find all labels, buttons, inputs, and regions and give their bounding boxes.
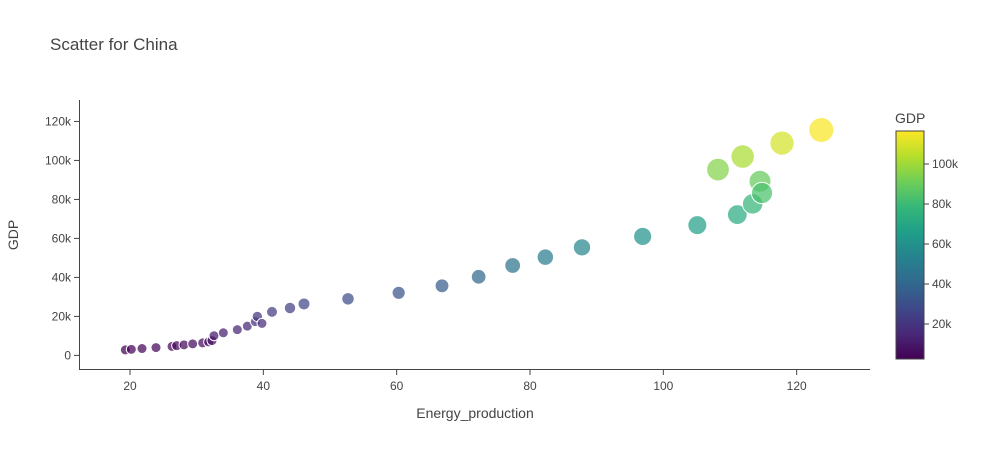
y-tick-label: 60k xyxy=(52,231,72,245)
x-axis-title: Energy_production xyxy=(416,405,534,421)
data-point xyxy=(232,325,242,335)
y-tick-label: 40k xyxy=(52,270,72,284)
data-point xyxy=(634,227,652,245)
data-point xyxy=(707,158,730,181)
y-tick-label: 0 xyxy=(64,348,71,362)
data-point xyxy=(151,343,161,353)
data-point xyxy=(257,318,267,328)
x-tick-label: 60 xyxy=(390,379,404,393)
colorbar xyxy=(896,131,924,359)
data-point xyxy=(218,328,228,338)
x-tick-label: 80 xyxy=(523,379,537,393)
data-point xyxy=(209,331,219,341)
x-tick-label: 20 xyxy=(123,379,137,393)
y-tick-label: 80k xyxy=(52,192,72,206)
data-point xyxy=(298,298,310,310)
x-tick-label: 100 xyxy=(653,379,673,393)
data-point xyxy=(537,249,554,266)
data-point xyxy=(688,216,707,235)
colorbar-tick-label: 60k xyxy=(932,237,952,251)
data-point xyxy=(392,286,405,299)
data-point xyxy=(573,239,590,256)
x-tick-label: 120 xyxy=(787,379,807,393)
data-point xyxy=(126,344,136,354)
data-point xyxy=(342,293,355,306)
data-point xyxy=(471,269,486,284)
colorbar-tick-label: 40k xyxy=(932,277,952,291)
data-point xyxy=(505,258,521,274)
y-axis-ticks: 0 20k 40k 60k 80k 100k 120k xyxy=(45,114,79,362)
colorbar-tick-label: 80k xyxy=(932,197,952,211)
x-tick-label: 40 xyxy=(257,379,271,393)
y-tick-label: 20k xyxy=(52,309,72,323)
data-point xyxy=(435,279,449,293)
data-point xyxy=(188,339,198,349)
data-point xyxy=(751,182,772,203)
colorbar-tick-label: 100k xyxy=(932,157,959,171)
colorbar-ticks: 20k 40k 60k 80k 100k xyxy=(924,157,959,331)
chart-title: Scatter for China xyxy=(50,35,178,54)
data-point xyxy=(284,302,295,313)
y-axis-title: GDP xyxy=(5,220,21,250)
data-point xyxy=(137,344,147,354)
y-tick-label: 100k xyxy=(45,153,72,167)
data-point xyxy=(770,131,794,155)
colorbar-tick-label: 20k xyxy=(932,317,952,331)
data-point xyxy=(267,306,278,317)
y-tick-label: 120k xyxy=(45,114,72,128)
data-point xyxy=(809,118,834,143)
colorbar-title: GDP xyxy=(895,110,925,126)
scatter-points xyxy=(120,118,834,355)
x-axis-ticks: 20 40 60 80 100 120 xyxy=(123,370,807,393)
data-point xyxy=(731,145,754,168)
